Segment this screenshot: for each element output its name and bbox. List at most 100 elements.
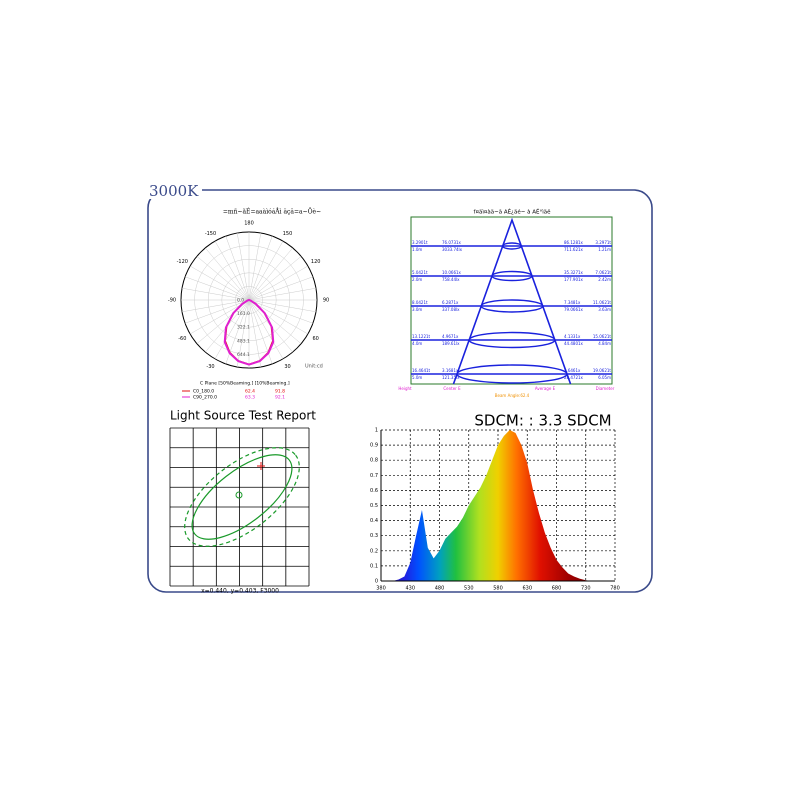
cone-text: 19.0621t <box>593 368 612 373</box>
frame <box>147 189 653 593</box>
r-tick-label: 644.1 <box>237 352 250 358</box>
cone-text: 86.1281x <box>564 240 584 245</box>
cone-text: 1.21m <box>598 247 611 252</box>
angle-tick-label: -120 <box>177 259 188 265</box>
angle-tick-label: 90 <box>323 298 329 304</box>
sdcm-inner <box>191 454 293 540</box>
legend-header: C Plane [50%Beaming.] [10%Beaming.] <box>200 381 290 387</box>
polar-spoke <box>181 287 250 301</box>
polar-grid-circle <box>221 272 277 328</box>
cone-text: 3.2971t <box>595 240 611 245</box>
x-tick-label: 530 <box>464 586 474 592</box>
polar-spoke <box>248 236 273 301</box>
cct-label: 3000K <box>149 182 199 200</box>
legend-beam10: 91.8 <box>275 389 285 395</box>
cone-sides <box>452 217 572 385</box>
unit-label: Unit:cd <box>305 364 323 370</box>
cone-ellipse <box>468 331 556 349</box>
angle-tick-label: -90 <box>168 298 176 304</box>
cone-text: 35.3271x <box>564 270 584 275</box>
x-tick-label: 680 <box>552 586 562 592</box>
cone-footer: Height <box>398 386 412 391</box>
polar-spoke <box>248 299 262 368</box>
cone-footer: Diameter <box>596 386 615 391</box>
angle-tick-label: -60 <box>178 336 186 342</box>
cone-footer: Center E <box>443 386 461 391</box>
y-tick-label: 0.1 <box>370 563 378 569</box>
x-tick-label: 630 <box>522 586 532 592</box>
polar-spoke <box>196 256 250 301</box>
polar-spoke <box>248 240 284 301</box>
cone-ellipse <box>480 299 544 313</box>
cone-text: 2.42m <box>598 277 611 282</box>
polar-spoke <box>248 299 317 313</box>
x-tick-label: 780 <box>610 586 620 592</box>
cone-text: 3.2901t <box>412 240 428 245</box>
r-tick-label: 161.0 <box>237 311 250 317</box>
cone-text: 4.84m <box>598 341 611 346</box>
angle-tick-label: 60 <box>312 336 318 342</box>
angle-tick-label: 120 <box>311 259 321 265</box>
cone-text: 3.1681x <box>442 368 459 373</box>
r-tick-label: 322.1 <box>237 325 250 331</box>
cone-footer: Average E <box>535 386 556 391</box>
polar-spoke <box>248 287 317 301</box>
legend-beam50: 63.3 <box>245 395 255 401</box>
angle-tick-label: 30 <box>284 364 290 370</box>
cone-text: 5.0m <box>412 375 422 380</box>
polar-spoke <box>189 265 250 301</box>
polar-spoke <box>236 232 250 301</box>
x-tick-label: 730 <box>581 586 591 592</box>
cone-text: 15.0621t <box>593 334 612 339</box>
polar-spoke <box>248 299 284 360</box>
cone-text: 758.44lx <box>442 277 460 282</box>
cone-text: 7.3481x <box>564 300 581 305</box>
y-tick-label: 0.2 <box>370 548 378 554</box>
r-tick-label: 483.1 <box>237 338 250 344</box>
y-tick-label: 0 <box>375 579 378 585</box>
cone-text: 6.2871x <box>442 300 459 305</box>
angle-tick-label: -30 <box>206 364 214 370</box>
y-tick-label: 0.6 <box>370 488 378 494</box>
x-tick-label: 430 <box>405 586 415 592</box>
cone-text: 3033.74lx <box>442 247 463 252</box>
cone-text: 3.63m <box>598 307 611 312</box>
cone-text: 2.0m <box>412 277 422 282</box>
cone-text: 2.6461x <box>564 368 581 373</box>
spectrum-area <box>381 430 615 581</box>
polar-spoke <box>196 299 250 344</box>
cone-text: 189.61lx <box>442 341 460 346</box>
cie-caption: x=0.440, y=0.403, F3000 <box>201 588 279 595</box>
cone-ellipse <box>456 364 568 384</box>
cone-beam: Beam Angle:62.4 <box>495 393 530 398</box>
report-title: Light Source Test Report <box>170 409 316 423</box>
angle-tick-label: 180 <box>244 221 254 227</box>
intensity-curve <box>223 298 275 366</box>
cone-text: 4.0m <box>412 341 422 346</box>
cone-text: 4.1331x <box>564 334 581 339</box>
cone-text: 11.0621t <box>593 300 612 305</box>
cone-ellipse <box>491 270 533 282</box>
legend-beam50: 62.4 <box>245 389 255 395</box>
label-bg <box>146 181 202 199</box>
cone-text: 7.0621t <box>595 270 611 275</box>
cone-text: 28.4721x <box>564 375 584 380</box>
y-tick-label: 0.3 <box>370 533 378 539</box>
polar-spoke <box>185 276 250 301</box>
x-tick-label: 480 <box>435 586 445 592</box>
cone-ellipse <box>502 242 522 250</box>
legend-beam10: 92.1 <box>275 395 285 401</box>
polar-spoke <box>185 299 250 324</box>
y-tick-label: 0.7 <box>370 473 378 479</box>
spectrum-title: SDCM: : 3.3 SDCM <box>474 412 611 430</box>
polar-grid-circle <box>235 286 263 314</box>
polar-spoke <box>248 276 313 301</box>
polar-spoke <box>248 299 302 344</box>
y-tick-label: 0.4 <box>370 518 378 524</box>
cone-title: f¤äì¤àä~ã AÉ¿äé~ à AÉ°ìäë <box>474 208 552 216</box>
cone-text: 337.08lx <box>442 307 460 312</box>
polar-spoke <box>181 299 250 313</box>
x-tick-label: 380 <box>376 586 386 592</box>
cone-text: 5.0421t <box>412 270 428 275</box>
polar-spoke <box>205 247 250 301</box>
